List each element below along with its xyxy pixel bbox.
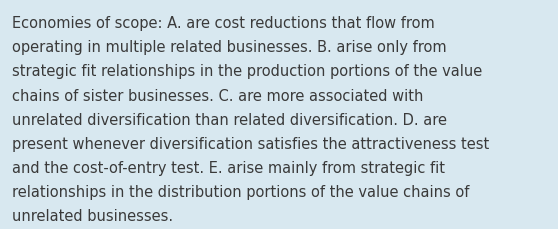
Text: and the cost-of-entry test. E. arise mainly from strategic fit: and the cost-of-entry test. E. arise mai…: [12, 160, 445, 175]
Text: strategic fit relationships in the production portions of the value: strategic fit relationships in the produ…: [12, 64, 483, 79]
Text: relationships in the distribution portions of the value chains of: relationships in the distribution portio…: [12, 184, 470, 199]
Text: unrelated businesses.: unrelated businesses.: [12, 208, 174, 223]
Text: chains of sister businesses. C. are more associated with: chains of sister businesses. C. are more…: [12, 88, 424, 103]
Text: operating in multiple related businesses. B. arise only from: operating in multiple related businesses…: [12, 40, 447, 55]
Text: unrelated diversification than related diversification. D. are: unrelated diversification than related d…: [12, 112, 448, 127]
Text: Economies of scope: A. are cost reductions that flow from: Economies of scope: A. are cost reductio…: [12, 16, 435, 31]
Text: present whenever diversification satisfies the attractiveness test: present whenever diversification satisfi…: [12, 136, 489, 151]
